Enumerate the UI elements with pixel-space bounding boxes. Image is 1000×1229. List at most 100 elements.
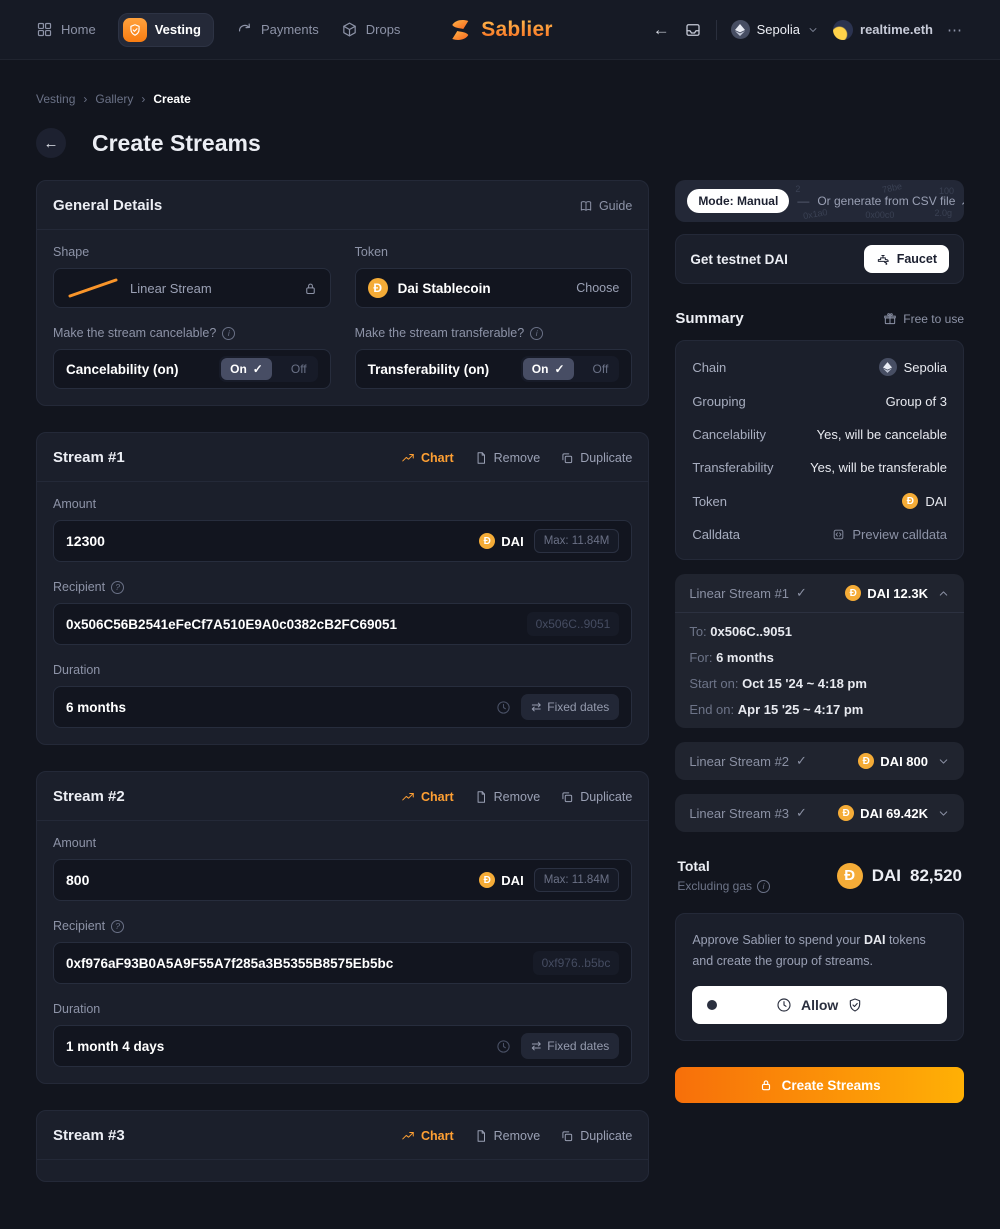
chart-button[interactable]: Chart <box>401 790 454 804</box>
stream-summary-2: Linear Stream #2 ✓ Ð DAI 800 <box>675 742 964 780</box>
help-icon[interactable]: ? <box>111 919 125 933</box>
toggle-off-button[interactable]: Off <box>290 362 307 376</box>
copy-icon <box>562 452 573 463</box>
nav-item-label: Vesting <box>154 22 201 37</box>
accordion-header[interactable]: Linear Stream #1 ✓ Ð DAI 12.3K <box>689 585 950 601</box>
create-streams-button[interactable]: Create Streams <box>675 1067 964 1104</box>
toggle-on-button[interactable]: On ✓ <box>522 358 574 380</box>
chevron-up-icon <box>939 590 948 596</box>
allow-button[interactable]: Allow <box>692 986 947 1025</box>
remove-button[interactable]: Remove <box>474 790 540 804</box>
home-grid-icon <box>37 22 52 37</box>
network-selector[interactable]: Sepolia <box>730 20 819 39</box>
chart-button[interactable]: Chart <box>401 451 454 465</box>
clock-icon[interactable] <box>496 1039 511 1054</box>
inbox-icon[interactable] <box>684 21 702 39</box>
stream-summary-1: Linear Stream #1 ✓ Ð DAI 12.3K To: 0x506… <box>675 574 964 728</box>
faucet-button[interactable]: Faucet <box>863 245 949 273</box>
file-icon <box>477 1129 485 1142</box>
dai-coin-icon: Ð <box>836 862 863 889</box>
nav-item-vesting[interactable]: Vesting <box>117 12 214 47</box>
faucet-card: Get testnet DAI Faucet <box>675 234 964 284</box>
ethereum-icon <box>730 20 750 39</box>
amount-label: Amount <box>53 497 97 511</box>
fixed-dates-button[interactable]: ⇄ Fixed dates <box>521 1033 620 1059</box>
external-arrow-icon: ↗ <box>960 194 964 208</box>
vesting-shield-icon <box>122 17 147 42</box>
breadcrumb-vesting[interactable]: Vesting <box>36 92 76 106</box>
info-icon[interactable]: i <box>530 326 544 340</box>
generate-csv-link[interactable]: Or generate from CSV file ↗ <box>817 194 964 208</box>
account-button[interactable]: realtime.eth <box>833 19 933 40</box>
toggle-off-button[interactable]: Off <box>592 362 609 376</box>
duration-label: Duration <box>53 663 101 677</box>
chevron-down-icon <box>809 27 817 32</box>
token-field[interactable]: Ð Dai Stablecoin Choose <box>354 268 633 308</box>
duplicate-button[interactable]: Duplicate <box>560 1129 632 1143</box>
token-label: Token <box>354 245 389 259</box>
back-button[interactable]: ← <box>36 128 66 158</box>
breadcrumb-separator: › <box>83 92 88 106</box>
swap-icon: ⇄ <box>531 700 542 714</box>
fixed-dates-button[interactable]: ⇄ Fixed dates <box>521 694 620 720</box>
mode-dash: — <box>797 194 810 208</box>
transferability-toggle: On ✓ Off <box>520 356 620 382</box>
breadcrumb-gallery[interactable]: Gallery <box>95 92 134 106</box>
accordion-header[interactable]: Linear Stream #2 ✓ Ð DAI 800 <box>689 753 950 769</box>
book-icon <box>580 200 592 211</box>
shape-field[interactable]: Linear Stream <box>53 268 331 308</box>
info-icon[interactable]: i <box>757 879 771 893</box>
cancelable-question: Make the stream cancelable? <box>53 326 217 340</box>
general-details-card: General Details Guide Shape Linear Strea… <box>36 180 650 406</box>
toggle-on-button[interactable]: On ✓ <box>221 358 272 380</box>
trend-chart-icon <box>402 792 414 800</box>
duplicate-button[interactable]: Duplicate <box>560 451 632 465</box>
shape-label: Shape <box>53 245 90 259</box>
guide-link[interactable]: Guide <box>579 199 632 213</box>
duration-input[interactable]: 6 months ⇄ Fixed dates <box>53 686 633 728</box>
nav-item-payments[interactable]: Payments <box>236 21 319 38</box>
decorative-text: 2.0g <box>934 208 952 218</box>
sablier-logo[interactable]: Sablier <box>447 17 553 43</box>
nav-item-drops[interactable]: Drops <box>341 21 400 38</box>
max-button[interactable]: Max: 11.84M <box>533 529 620 553</box>
remove-button[interactable]: Remove <box>474 451 540 465</box>
general-details-title: General Details <box>53 197 163 214</box>
free-to-use-badge: Free to use <box>883 312 964 326</box>
approve-card: Approve Sablier to spend your DAI tokens… <box>675 913 964 1042</box>
breadcrumb-create: Create <box>153 92 191 106</box>
network-name: Sepolia <box>756 22 801 37</box>
page-content: Vesting › Gallery › Create ← Create Stre… <box>0 92 1000 1182</box>
mode-manual-pill[interactable]: Mode: Manual <box>687 189 790 213</box>
breadcrumb: Vesting › Gallery › Create <box>36 92 964 106</box>
info-icon[interactable]: i <box>222 326 236 340</box>
stream-amount-chip: Ð DAI 69.42K <box>838 805 928 821</box>
preview-calldata-button[interactable]: Preview calldata <box>832 527 947 542</box>
recipient-input[interactable]: 0x506C56B2541eFeCf7A510E9A0c0382cB2FC690… <box>53 603 633 645</box>
decorative-text: 0x00c0 <box>865 210 895 220</box>
linear-stream-icon <box>68 278 118 298</box>
duration-input[interactable]: 1 month 4 days ⇄ Fixed dates <box>53 1025 633 1067</box>
nav-controls: ← Sepolia realtime.eth ⋯ <box>652 19 964 40</box>
max-button[interactable]: Max: 11.84M <box>533 868 620 892</box>
help-icon[interactable]: ? <box>111 580 125 594</box>
duplicate-button[interactable]: Duplicate <box>560 790 632 804</box>
remove-button[interactable]: Remove <box>474 1129 540 1143</box>
accordion-header[interactable]: Linear Stream #3 ✓ Ð DAI 69.42K <box>689 805 950 821</box>
accordion-title: Linear Stream #1 <box>689 585 790 601</box>
amount-value: 800 <box>66 872 90 888</box>
chart-button[interactable]: Chart <box>401 1129 454 1143</box>
summary-row-transferability: Transferability Yes, will be transferabl… <box>692 460 947 475</box>
check-icon: ✓ <box>796 585 807 600</box>
nav-item-home[interactable]: Home <box>36 21 96 38</box>
summary-row-token: Token Ð DAI <box>692 493 947 509</box>
shape-value: Linear Stream <box>130 280 212 296</box>
payments-arrow-icon <box>238 23 250 32</box>
more-menu-icon[interactable]: ⋯ <box>947 21 964 39</box>
amount-input[interactable]: 12300 Ð DAI Max: 11.84M <box>53 520 633 562</box>
nav-back-icon[interactable]: ← <box>652 19 670 39</box>
recipient-input[interactable]: 0xf976aF93B0A5A9F55A7f285a3B5355B8575Eb5… <box>53 942 633 984</box>
clock-icon[interactable] <box>496 700 511 715</box>
choose-token-button[interactable]: Choose <box>576 281 620 295</box>
amount-input[interactable]: 800 Ð DAI Max: 11.84M <box>53 859 633 901</box>
